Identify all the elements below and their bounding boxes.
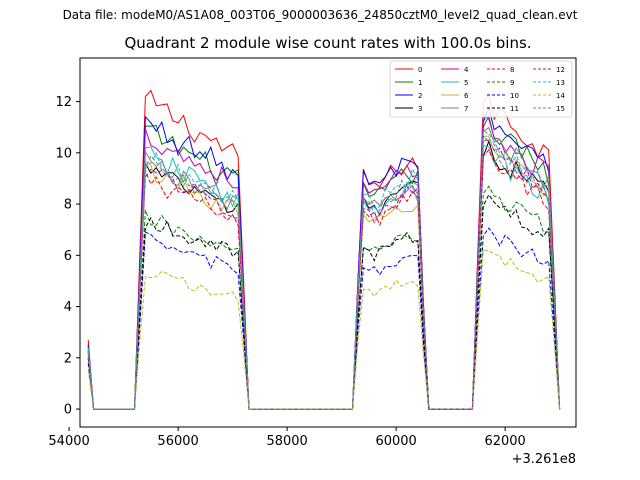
- y-tick-label: 8: [64, 198, 72, 213]
- axes-frame: [79, 57, 577, 428]
- series-layer: [87, 89, 561, 410]
- legend-label-12: 12: [556, 66, 565, 74]
- series-line-8: [87, 149, 561, 410]
- series-line-9: [87, 185, 561, 410]
- y-tick-label: 0: [64, 403, 72, 418]
- legend-label-14: 14: [556, 92, 565, 100]
- figure-suptitle: Data file: modeM0/AS1A08_003T06_90000036…: [62, 8, 578, 22]
- legend-box: [389, 60, 573, 118]
- legend-label-2: 2: [418, 92, 422, 100]
- y-tick-label: 10: [55, 146, 72, 161]
- series-line-14: [87, 249, 561, 410]
- x-tick-label: 56000: [157, 434, 198, 449]
- legend-label-7: 7: [464, 105, 468, 113]
- series-line-5: [87, 144, 561, 410]
- series-line-13: [87, 129, 561, 410]
- x-tick-label: 62000: [484, 434, 525, 449]
- series-line-15: [87, 138, 561, 410]
- legend-label-13: 13: [556, 79, 565, 87]
- series-line-12: [87, 135, 561, 410]
- y-tick-label: 6: [64, 249, 72, 264]
- series-line-4: [87, 113, 561, 410]
- series-line-6: [87, 135, 561, 410]
- series-line-11: [87, 193, 561, 410]
- legend-label-8: 8: [510, 66, 514, 74]
- legend-label-15: 15: [556, 105, 565, 113]
- chart-title: Quadrant 2 module wise count rates with …: [124, 34, 532, 52]
- y-tick-label: 2: [64, 351, 72, 366]
- legend-label-9: 9: [510, 79, 514, 87]
- series-line-10: [87, 227, 561, 410]
- legend-label-0: 0: [418, 66, 422, 74]
- series-line-0: [87, 89, 561, 410]
- x-tick-label: 60000: [375, 434, 416, 449]
- legend-label-3: 3: [418, 105, 422, 113]
- legend-label-11: 11: [510, 105, 519, 113]
- legend-label-10: 10: [510, 92, 519, 100]
- legend-label-6: 6: [464, 92, 469, 100]
- y-tick-label: 4: [64, 300, 72, 315]
- series-line-2: [87, 106, 561, 410]
- y-tick-label: 12: [55, 95, 72, 110]
- x-tick-label: 58000: [266, 434, 307, 449]
- x-tick-label: 54000: [48, 434, 89, 449]
- legend-label-5: 5: [464, 79, 468, 87]
- legend-label-4: 4: [464, 66, 469, 74]
- series-line-7: [87, 126, 561, 410]
- legend-label-1: 1: [418, 79, 422, 87]
- x-offset-label: +3.261e8: [511, 452, 576, 467]
- series-line-1: [87, 114, 561, 410]
